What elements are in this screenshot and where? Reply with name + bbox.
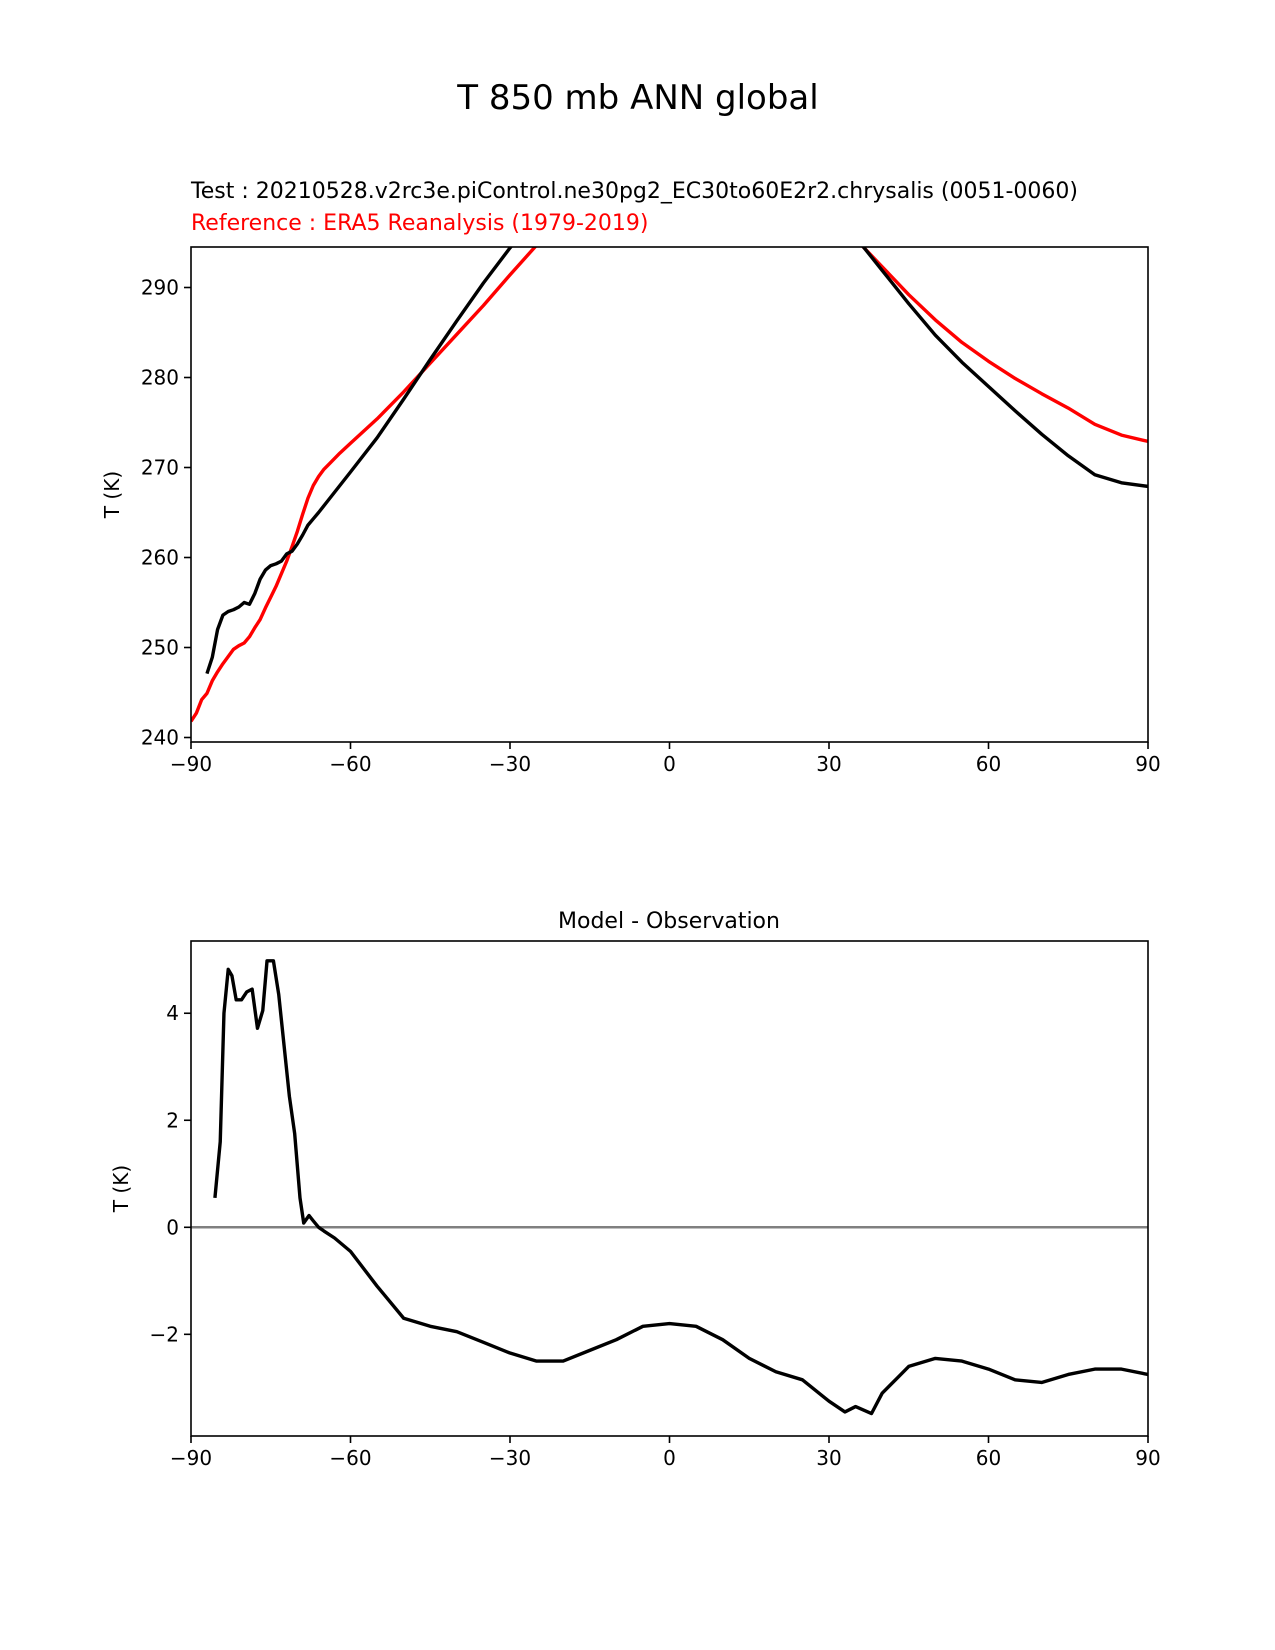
difference-title: Model - Observation	[558, 909, 780, 934]
y-tick-label: 260	[141, 546, 179, 570]
y-tick-label: −2	[150, 1322, 179, 1346]
x-tick-label: 60	[976, 1446, 1001, 1470]
series-line-test	[205, 247, 1148, 675]
difference-plot-area	[191, 959, 1148, 1416]
climatology-y-axis-label: T (K)	[100, 471, 124, 519]
difference-axes: −90 −60 −30 0 30 60 90 −2 0 2 4	[150, 940, 1161, 1470]
x-tick-label: 0	[663, 1446, 676, 1470]
difference-panel: Model - Observation −90 −60 −30 0 30 60 90 −2 0 2…	[109, 909, 1161, 1470]
axes-frame	[190, 940, 1149, 1437]
x-tick-label: 0	[663, 752, 676, 776]
x-tick-label: −90	[170, 1446, 212, 1470]
y-tick-label: 290	[141, 276, 179, 300]
y-tick-label: 2	[166, 1108, 179, 1132]
x-tick-label: 90	[1135, 752, 1160, 776]
x-tick-label: −30	[489, 1446, 531, 1470]
y-tick-label: 4	[166, 1001, 179, 1025]
x-tick-label: −60	[329, 752, 371, 776]
figure-title: T 850 mb ANN global	[456, 78, 818, 118]
x-tick-label: 30	[816, 1446, 841, 1470]
y-tick-label: 250	[141, 636, 179, 660]
x-tick-label: −30	[489, 752, 531, 776]
series-line-reference	[191, 247, 1148, 723]
test-title: Test : 20210528.v2rc3e.piControl.ne30pg2…	[190, 179, 1078, 204]
series-line-model-observation	[213, 959, 1148, 1416]
x-tick-label: −90	[170, 752, 212, 776]
climatology-axes: −90 −60 −30 0 30 60 90 240 250 260 270 280 290	[141, 246, 1161, 776]
climatology-plot-area	[191, 247, 1148, 723]
reference-title: Reference : ERA5 Reanalysis (1979-2019)	[191, 211, 649, 236]
y-tick-label: 270	[141, 456, 179, 480]
climatology-panel: Test : 20210528.v2rc3e.piControl.ne30pg2…	[100, 179, 1161, 776]
y-tick-label: 240	[141, 726, 179, 750]
x-tick-label: 60	[976, 752, 1001, 776]
y-tick-label: 280	[141, 366, 179, 390]
difference-y-axis-label: T (K)	[109, 1165, 133, 1213]
x-tick-label: 30	[816, 752, 841, 776]
x-tick-label: 90	[1135, 1446, 1160, 1470]
x-tick-label: −60	[329, 1446, 371, 1470]
y-tick-label: 0	[166, 1215, 179, 1239]
